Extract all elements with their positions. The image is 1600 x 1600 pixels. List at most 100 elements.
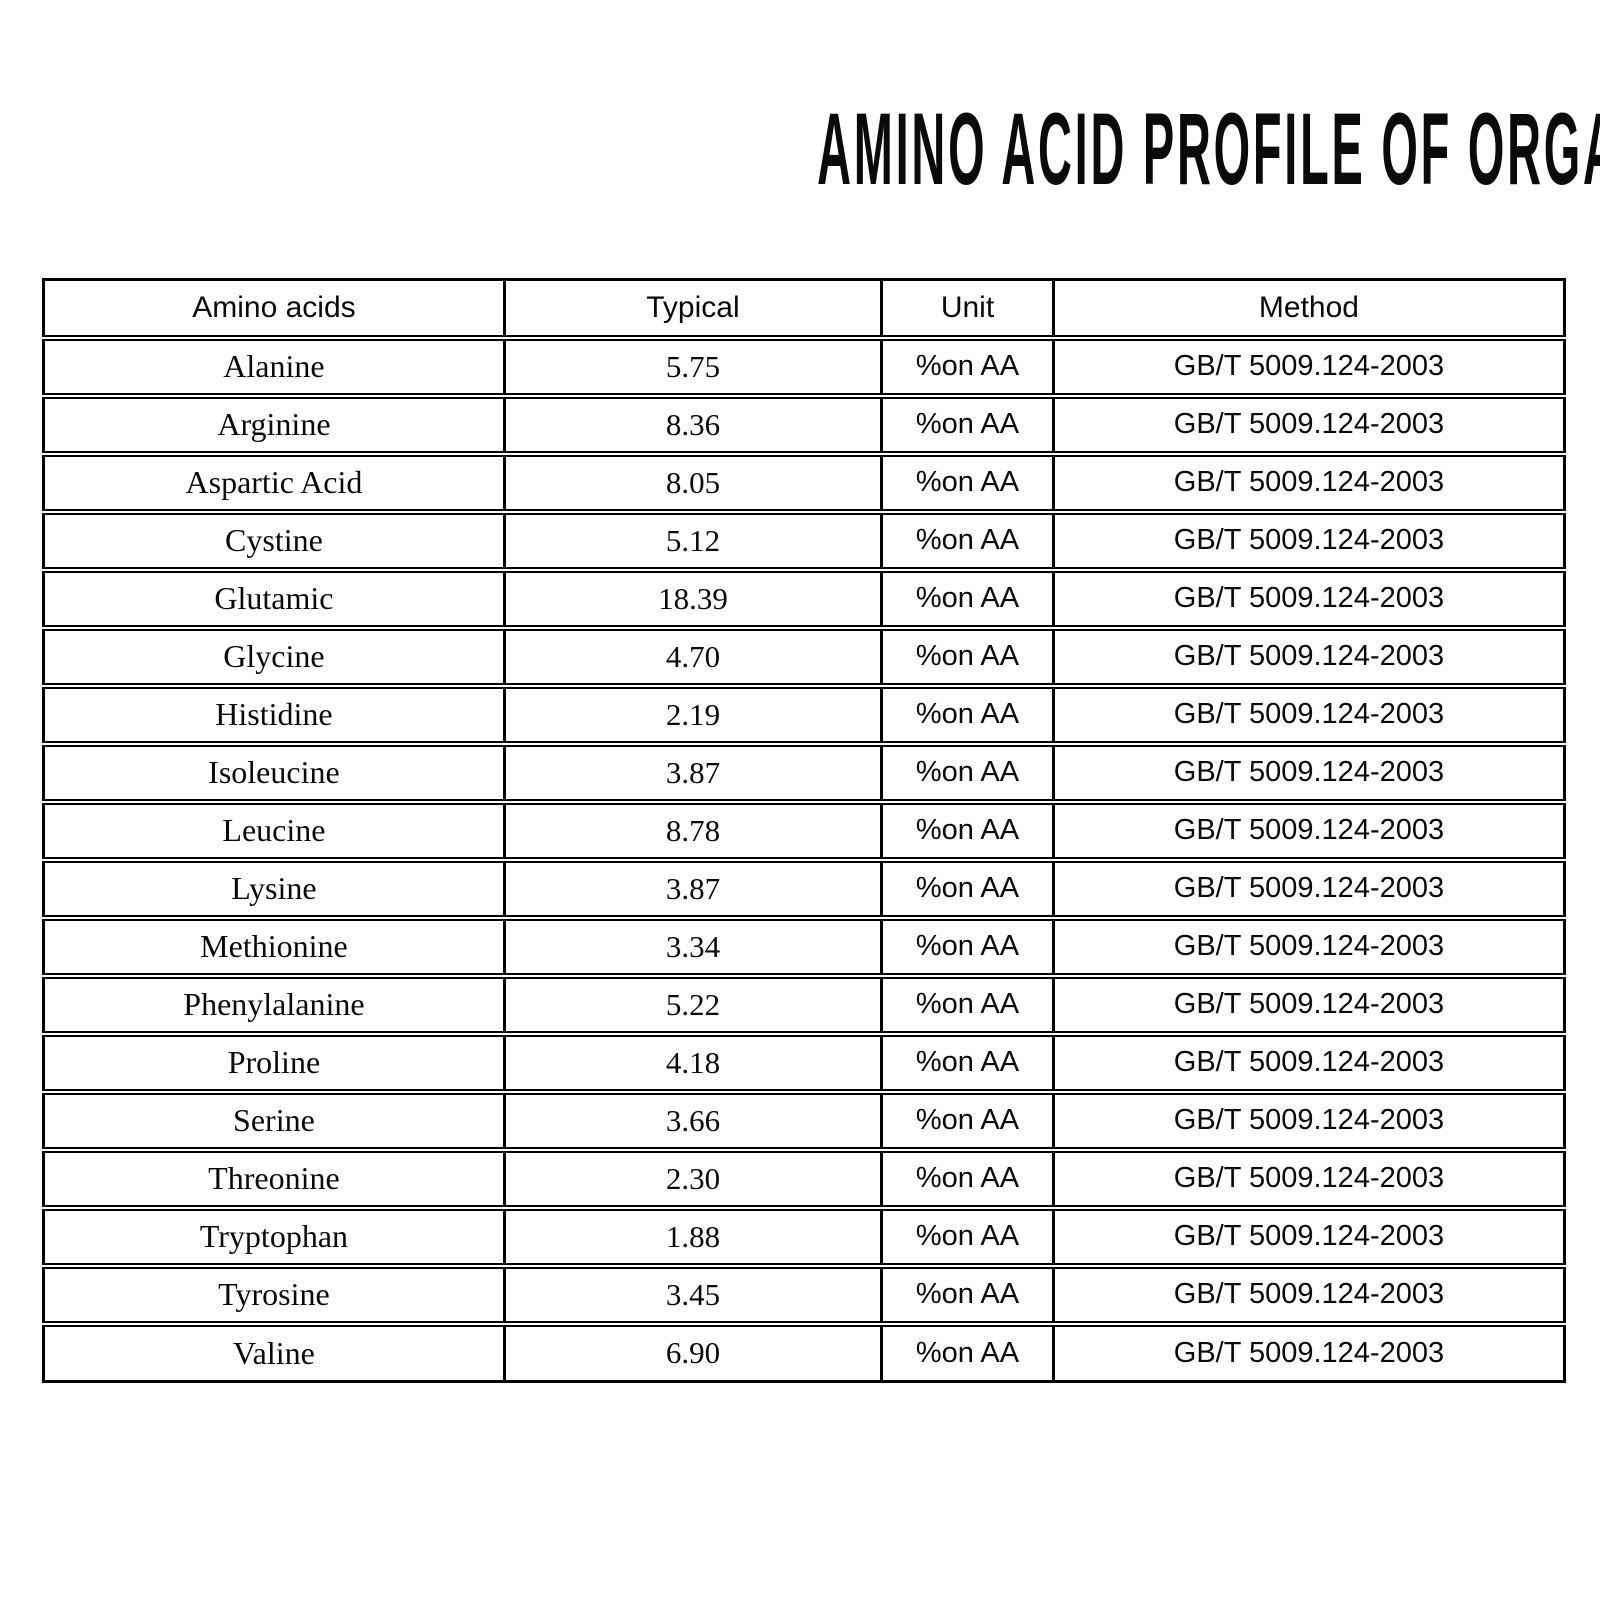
unit-cell: %on AA: [880, 395, 1055, 457]
unit-cell: %on AA: [880, 337, 1055, 399]
table-row: Isoleucine 3.87 %on AA GB/T 5009.124-200…: [42, 743, 1567, 805]
amino-acid-name-cell: Histidine: [42, 685, 506, 747]
amino-acid-name-cell: Alanine: [42, 337, 506, 399]
table-row: Tyrosine 3.45 %on AA GB/T 5009.124-2003: [42, 1265, 1567, 1327]
column-header-unit: Unit: [880, 279, 1055, 341]
typical-value-cell: 2.30: [502, 1149, 884, 1211]
amino-acid-name-cell: Lysine: [42, 859, 506, 921]
method-cell: GB/T 5009.124-2003: [1051, 627, 1567, 689]
amino-acid-name-cell: Proline: [42, 1033, 506, 1095]
unit-cell: %on AA: [880, 859, 1055, 921]
method-cell: GB/T 5009.124-2003: [1051, 337, 1567, 399]
unit-cell: %on AA: [880, 1091, 1055, 1153]
method-cell: GB/T 5009.124-2003: [1051, 395, 1567, 457]
page-title: AMINO ACID PROFILE OF ORGANIC RICE PROTE…: [817, 92, 1600, 206]
method-cell: GB/T 5009.124-2003: [1051, 859, 1567, 921]
typical-value-cell: 8.78: [502, 801, 884, 863]
method-cell: GB/T 5009.124-2003: [1051, 511, 1567, 573]
typical-value-cell: 6.90: [502, 1323, 884, 1382]
column-header-method: Method: [1051, 279, 1567, 341]
typical-value-cell: 2.19: [502, 685, 884, 747]
table-row: Cystine 5.12 %on AA GB/T 5009.124-2003: [42, 511, 1567, 573]
unit-cell: %on AA: [880, 917, 1055, 979]
unit-cell: %on AA: [880, 569, 1055, 631]
unit-cell: %on AA: [880, 627, 1055, 689]
table-row: Methionine 3.34 %on AA GB/T 5009.124-200…: [42, 917, 1567, 979]
amino-acid-name-cell: Glutamic: [42, 569, 506, 631]
typical-value-cell: 3.34: [502, 917, 884, 979]
amino-acid-name-cell: Methionine: [42, 917, 506, 979]
amino-acid-name-cell: Tryptophan: [42, 1207, 506, 1269]
typical-value-cell: 8.36: [502, 395, 884, 457]
column-header-amino-acids: Amino acids: [42, 279, 506, 341]
method-cell: GB/T 5009.124-2003: [1051, 1091, 1567, 1153]
method-cell: GB/T 5009.124-2003: [1051, 917, 1567, 979]
table-row: Glycine 4.70 %on AA GB/T 5009.124-2003: [42, 627, 1567, 689]
method-cell: GB/T 5009.124-2003: [1051, 1265, 1567, 1327]
table-row: Glutamic 18.39 %on AA GB/T 5009.124-2003: [42, 569, 1567, 631]
amino-acid-name-cell: Aspartic Acid: [42, 453, 506, 515]
typical-value-cell: 1.88: [502, 1207, 884, 1269]
amino-acid-name-cell: Glycine: [42, 627, 506, 689]
table-row: Tryptophan 1.88 %on AA GB/T 5009.124-200…: [42, 1207, 1567, 1269]
method-cell: GB/T 5009.124-2003: [1051, 1323, 1567, 1382]
table-row: Serine 3.66 %on AA GB/T 5009.124-2003: [42, 1091, 1567, 1153]
amino-acid-name-cell: Isoleucine: [42, 743, 506, 805]
unit-cell: %on AA: [880, 1323, 1055, 1382]
amino-acid-name-cell: Threonine: [42, 1149, 506, 1211]
unit-cell: %on AA: [880, 975, 1055, 1037]
method-cell: GB/T 5009.124-2003: [1051, 453, 1567, 515]
column-header-typical: Typical: [502, 279, 884, 341]
table-row: Aspartic Acid 8.05 %on AA GB/T 5009.124-…: [42, 453, 1567, 515]
table-header-row: Amino acids Typical Unit Method: [42, 279, 1567, 341]
amino-acid-name-cell: Tyrosine: [42, 1265, 506, 1327]
amino-acid-name-cell: Phenylalanine: [42, 975, 506, 1037]
amino-acid-name-cell: Arginine: [42, 395, 506, 457]
typical-value-cell: 5.12: [502, 511, 884, 573]
method-cell: GB/T 5009.124-2003: [1051, 1207, 1567, 1269]
typical-value-cell: 3.87: [502, 743, 884, 805]
unit-cell: %on AA: [880, 685, 1055, 747]
table-body: Alanine 5.75 %on AA GB/T 5009.124-2003 A…: [42, 337, 1567, 1382]
typical-value-cell: 3.87: [502, 859, 884, 921]
typical-value-cell: 4.18: [502, 1033, 884, 1095]
title-container: AMINO ACID PROFILE OF ORGANIC RICE PROTE…: [0, 98, 1600, 200]
method-cell: GB/T 5009.124-2003: [1051, 569, 1567, 631]
typical-value-cell: 18.39: [502, 569, 884, 631]
unit-cell: %on AA: [880, 1149, 1055, 1211]
table-row: Histidine 2.19 %on AA GB/T 5009.124-2003: [42, 685, 1567, 747]
unit-cell: %on AA: [880, 453, 1055, 515]
table-row: Lysine 3.87 %on AA GB/T 5009.124-2003: [42, 859, 1567, 921]
amino-acid-table-container: Amino acids Typical Unit Method Alanine …: [42, 278, 1567, 1383]
table-row: Alanine 5.75 %on AA GB/T 5009.124-2003: [42, 337, 1567, 399]
method-cell: GB/T 5009.124-2003: [1051, 975, 1567, 1037]
method-cell: GB/T 5009.124-2003: [1051, 743, 1567, 805]
typical-value-cell: 5.22: [502, 975, 884, 1037]
typical-value-cell: 8.05: [502, 453, 884, 515]
typical-value-cell: 3.45: [502, 1265, 884, 1327]
table-row: Arginine 8.36 %on AA GB/T 5009.124-2003: [42, 395, 1567, 457]
table-row: Valine 6.90 %on AA GB/T 5009.124-2003: [42, 1323, 1567, 1382]
unit-cell: %on AA: [880, 1033, 1055, 1095]
typical-value-cell: 4.70: [502, 627, 884, 689]
table-row: Leucine 8.78 %on AA GB/T 5009.124-2003: [42, 801, 1567, 863]
unit-cell: %on AA: [880, 1207, 1055, 1269]
method-cell: GB/T 5009.124-2003: [1051, 801, 1567, 863]
typical-value-cell: 5.75: [502, 337, 884, 399]
unit-cell: %on AA: [880, 1265, 1055, 1327]
table-row: Threonine 2.30 %on AA GB/T 5009.124-2003: [42, 1149, 1567, 1211]
amino-acid-name-cell: Cystine: [42, 511, 506, 573]
unit-cell: %on AA: [880, 511, 1055, 573]
amino-acid-table: Amino acids Typical Unit Method Alanine …: [42, 278, 1567, 1383]
amino-acid-name-cell: Valine: [42, 1323, 506, 1382]
amino-acid-name-cell: Leucine: [42, 801, 506, 863]
method-cell: GB/T 5009.124-2003: [1051, 1033, 1567, 1095]
table-row: Phenylalanine 5.22 %on AA GB/T 5009.124-…: [42, 975, 1567, 1037]
unit-cell: %on AA: [880, 801, 1055, 863]
amino-acid-name-cell: Serine: [42, 1091, 506, 1153]
table-row: Proline 4.18 %on AA GB/T 5009.124-2003: [42, 1033, 1567, 1095]
unit-cell: %on AA: [880, 743, 1055, 805]
method-cell: GB/T 5009.124-2003: [1051, 1149, 1567, 1211]
typical-value-cell: 3.66: [502, 1091, 884, 1153]
